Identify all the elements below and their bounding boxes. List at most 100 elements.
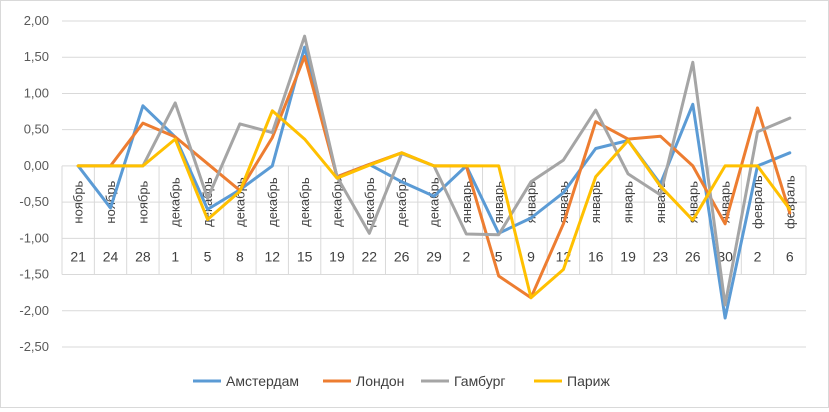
data-point — [303, 35, 306, 38]
x-day-label: 21 — [70, 248, 86, 264]
x-month-label: ноябрь — [135, 180, 150, 223]
data-point — [562, 191, 565, 194]
data-point — [271, 136, 274, 139]
data-point — [529, 296, 533, 299]
x-day-label: 30 — [717, 248, 733, 264]
y-tick-label: -2,00 — [19, 303, 49, 318]
x-month-label: январь — [621, 181, 636, 223]
x-month-label: декабрь — [297, 177, 312, 227]
x-day-label: 1 — [171, 248, 179, 264]
data-point — [238, 190, 242, 193]
x-day-label: 16 — [588, 248, 604, 264]
data-point — [432, 195, 436, 198]
data-point — [788, 116, 792, 120]
data-point — [206, 218, 209, 221]
data-point — [335, 177, 339, 180]
data-point — [174, 135, 177, 139]
x-day-label: 6 — [786, 248, 794, 264]
y-tick-label: 0,00 — [24, 158, 49, 173]
data-point — [756, 130, 759, 134]
data-point — [271, 109, 274, 113]
data-point — [465, 164, 468, 168]
data-point — [271, 164, 274, 168]
y-tick-label: 2,00 — [24, 13, 49, 28]
x-day-label: 26 — [394, 248, 410, 264]
y-tick-label: 0,50 — [24, 122, 49, 137]
x-month-label: январь — [491, 181, 506, 223]
data-point — [529, 180, 533, 184]
x-day-label: 24 — [103, 248, 119, 264]
data-point — [659, 134, 662, 138]
x-month-label: февраль — [750, 175, 765, 229]
data-point — [626, 139, 630, 142]
x-day-label: 2 — [754, 248, 762, 264]
x-day-label: 23 — [653, 248, 669, 264]
y-tick-label: 1,00 — [24, 85, 49, 100]
x-month-label: декабрь — [329, 177, 344, 227]
x-month-label: ноябрь — [71, 180, 86, 223]
data-point — [626, 172, 630, 176]
x-day-label: 26 — [685, 248, 701, 264]
legend-label: Амстердам — [226, 373, 299, 389]
data-point — [174, 137, 177, 141]
legend-label: Лондон — [356, 373, 404, 389]
y-tick-label: -1,00 — [19, 230, 49, 245]
data-point — [756, 164, 759, 168]
data-point — [723, 164, 727, 168]
data-point — [174, 101, 177, 105]
data-point — [109, 164, 112, 168]
x-month-label: декабрь — [394, 177, 409, 227]
series-line-2 — [76, 34, 792, 307]
x-month-label: январь — [685, 181, 700, 223]
category-axis-table: ноябрь21ноябрь24ноябрь28декабрь1декабрь5… — [61, 165, 807, 276]
data-point — [141, 104, 145, 107]
x-month-label: январь — [524, 181, 539, 223]
data-point — [594, 175, 597, 178]
data-point — [497, 274, 500, 278]
data-point — [303, 137, 306, 141]
data-point — [109, 206, 112, 210]
legend-label: Гамбург — [454, 373, 506, 389]
data-point — [788, 211, 792, 215]
data-point — [303, 45, 306, 49]
data-point — [691, 219, 694, 222]
data-point — [432, 164, 436, 168]
data-point — [206, 197, 209, 200]
x-day-label: 5 — [204, 248, 212, 264]
data-point — [141, 164, 145, 168]
data-point — [497, 164, 500, 168]
data-point — [788, 208, 792, 211]
data-point — [691, 164, 694, 168]
data-point — [206, 208, 209, 211]
x-day-label: 2 — [462, 248, 470, 264]
x-month-label: декабрь — [362, 177, 377, 227]
x-month-label: январь — [459, 181, 474, 223]
x-day-label: 5 — [495, 248, 503, 264]
x-day-label: 8 — [236, 248, 244, 264]
y-tick-label: 1,50 — [24, 49, 49, 64]
x-day-label: 28 — [135, 248, 151, 264]
data-point — [76, 164, 80, 168]
data-point — [238, 122, 242, 126]
data-point — [400, 151, 403, 155]
data-point — [206, 162, 209, 165]
y-tick-label: -1,50 — [19, 267, 49, 282]
data-point — [400, 180, 403, 184]
y-tick-label: -0,50 — [19, 194, 49, 209]
data-point — [529, 216, 533, 220]
data-point — [562, 158, 565, 162]
x-day-label: 29 — [426, 248, 442, 264]
data-point — [303, 55, 306, 58]
x-day-label: 19 — [329, 248, 345, 264]
x-day-label: 15 — [297, 248, 313, 264]
data-point — [659, 184, 662, 188]
data-point — [659, 193, 662, 197]
legend: Амстердам Лондон Гамбург Париж — [193, 373, 610, 389]
data-point — [594, 147, 597, 150]
x-month-label: декабрь — [232, 177, 247, 227]
x-month-label: январь — [588, 181, 603, 223]
legend-label: Париж — [567, 373, 610, 389]
data-point — [756, 106, 759, 110]
data-point — [723, 316, 727, 320]
